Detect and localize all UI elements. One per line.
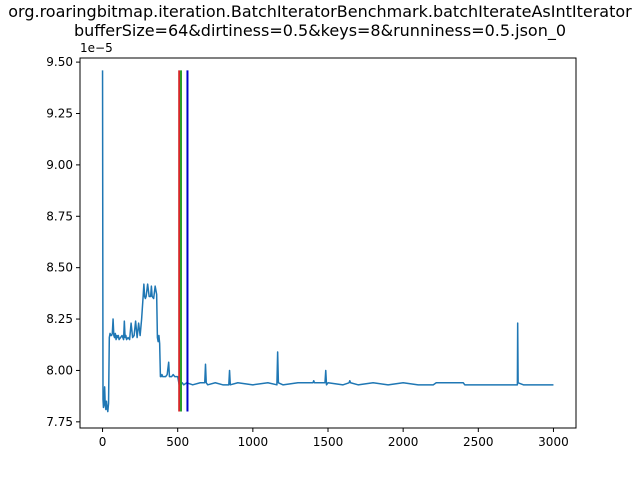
series-line-0	[101, 70, 554, 413]
chart-title-line-2: bufferSize=64&dirtiness=0.5&keys=8&runni…	[74, 21, 566, 41]
x-tick-label: 2500	[463, 435, 494, 449]
y-tick-label: 8.50	[46, 261, 73, 275]
y-tick-label: 9.00	[46, 158, 73, 172]
y-tick-label: 8.00	[46, 363, 73, 377]
x-tick-label: 2000	[388, 435, 419, 449]
y-axis-offset-label: 1e−5	[80, 41, 113, 55]
x-tick-label: 1000	[238, 435, 269, 449]
y-tick-label: 8.25	[46, 312, 73, 326]
plot-area	[101, 70, 554, 413]
x-tick-label: 0	[99, 435, 107, 449]
chart-title-line-1: org.roaringbitmap.iteration.BatchIterato…	[8, 2, 632, 21]
x-tick-label: 500	[166, 435, 189, 449]
axes-frame	[79, 57, 577, 429]
y-tick-label: 9.50	[46, 55, 73, 69]
axis-ticks: 0 500 1000 1500 2000 2500 3000 7.75 8.00 8.25 8.50…	[46, 55, 568, 449]
y-tick-label: 9.25	[46, 107, 73, 121]
x-tick-label: 3000	[538, 435, 569, 449]
y-tick-label: 8.75	[46, 209, 73, 223]
x-tick-label: 1500	[313, 435, 344, 449]
y-tick-label: 7.75	[46, 415, 73, 429]
